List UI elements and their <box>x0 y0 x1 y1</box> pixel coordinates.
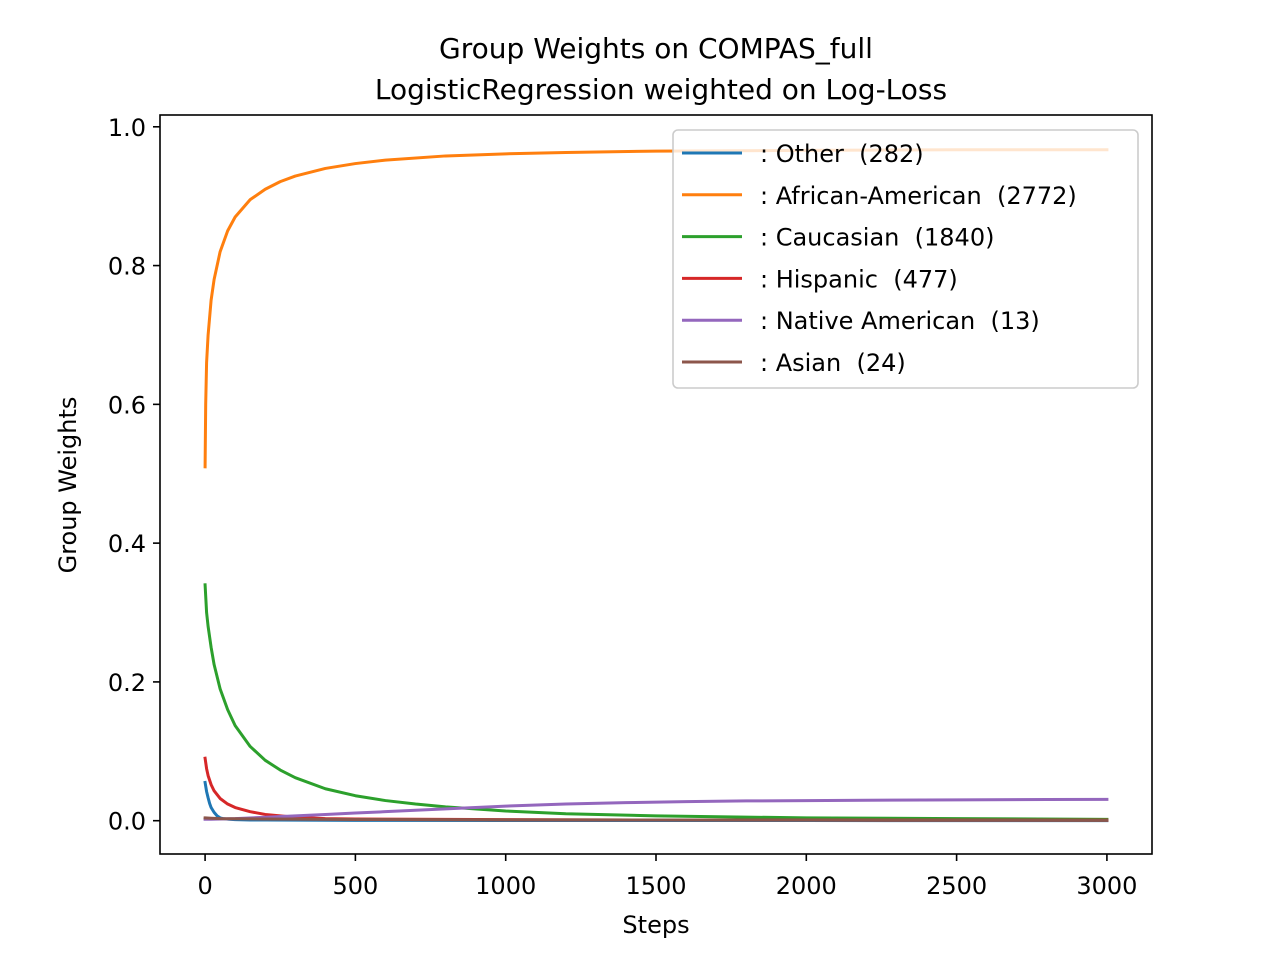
legend-label-3: : Hispanic (477) <box>760 265 958 293</box>
x-tick-label: 2000 <box>776 872 837 900</box>
legend-label-1: : African-American (2772) <box>760 182 1077 210</box>
legend-label-4: : Native American (13) <box>760 307 1040 335</box>
x-tick-label: 2500 <box>926 872 987 900</box>
legend-label-5: : Asian (24) <box>760 349 906 377</box>
series-layer <box>203 148 1109 823</box>
y-tick-label: 0.6 <box>108 391 146 419</box>
chart-subtitle: LogisticRegression weighted on Log-Loss <box>375 73 947 106</box>
y-tick-label: 0.8 <box>108 253 146 281</box>
series-line-2 <box>203 583 1109 821</box>
y-tick-label: 0.0 <box>108 808 146 836</box>
x-tick-label: 1000 <box>475 872 536 900</box>
y-axis-label: Group Weights <box>54 397 82 574</box>
series-line-5 <box>203 816 1109 822</box>
x-axis-ticks: 0 500 1000 1500 2000 2500 3000 <box>197 854 1137 900</box>
legend-label-2: : Caucasian (1840) <box>760 224 994 252</box>
x-tick-label: 1500 <box>625 872 686 900</box>
legend: : Other (282) : African-American (2772) : … <box>672 129 1139 389</box>
y-axis-ticks: 0.0 0.2 0.4 0.6 0.8 1.0 <box>108 114 160 836</box>
x-tick-label: 0 <box>197 872 212 900</box>
y-tick-label: 1.0 <box>108 114 146 142</box>
legend-label-0: : Other (282) <box>760 140 924 168</box>
x-tick-label: 500 <box>332 872 378 900</box>
x-axis-label: Steps <box>622 911 689 939</box>
chart-title: Group Weights on COMPAS_full <box>439 32 873 65</box>
y-tick-label: 0.4 <box>108 530 146 558</box>
legend-frame <box>672 129 1139 389</box>
x-tick-label: 3000 <box>1076 872 1137 900</box>
legend-items: : Other (282) : African-American (2772) : … <box>682 140 1077 377</box>
series-line-1 <box>203 148 1109 469</box>
y-tick-label: 0.2 <box>108 669 146 697</box>
